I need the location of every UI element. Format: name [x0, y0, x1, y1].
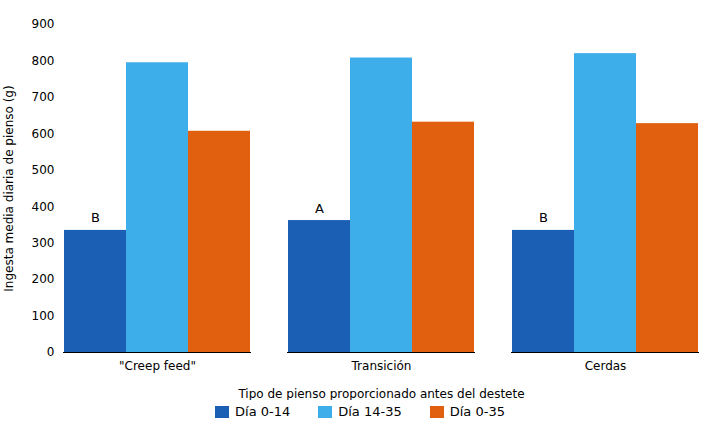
svg-text:800: 800 [32, 54, 55, 68]
html-text:Día 14-35: Día 14-35 [338, 404, 402, 419]
svg-text:100: 100 [32, 309, 55, 323]
svg-text:A: A [315, 201, 324, 216]
svg-text:600: 600 [32, 127, 55, 141]
svg-text:B: B [91, 210, 100, 225]
svg-text:300: 300 [32, 236, 55, 250]
svg-text:Cerdas: Cerdas [585, 359, 627, 373]
html-text:Día 0-14: Día 0-14 [235, 404, 291, 419]
svg-text:Transición: Transición [351, 359, 412, 373]
svg-text:Tipo de pienso proporcionado a: Tipo de pienso proporcionado antes del d… [237, 387, 524, 401]
svg-text:B: B [539, 210, 548, 225]
svg-text:0: 0 [47, 345, 55, 359]
svg-text:Ingesta media diaria de pienso: Ingesta media diaria de pienso (g) [2, 85, 16, 291]
svg-text:900: 900 [32, 17, 55, 31]
svg-text:400: 400 [32, 200, 55, 214]
svg-text:700: 700 [32, 90, 55, 104]
html-text:Día 0-35: Día 0-35 [449, 404, 505, 419]
svg-text:500: 500 [32, 163, 55, 177]
svg-text:"Creep feed": "Creep feed" [119, 359, 196, 373]
svg-text:200: 200 [32, 272, 55, 286]
